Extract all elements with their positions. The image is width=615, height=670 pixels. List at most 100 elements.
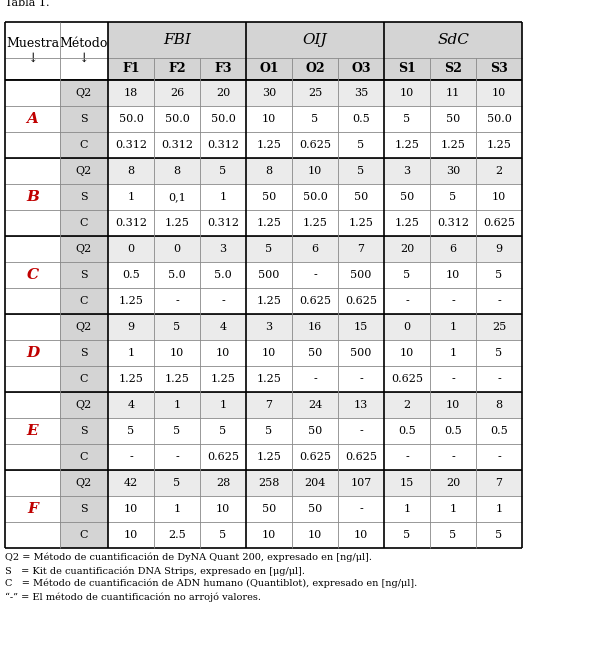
Bar [430, 236, 476, 262]
Text: 7: 7 [357, 244, 365, 254]
Bar [476, 158, 522, 184]
Bar [60, 22, 108, 80]
Bar [5, 418, 60, 444]
Text: 13: 13 [354, 400, 368, 410]
Text: 10: 10 [400, 88, 414, 98]
Bar [60, 496, 108, 522]
Bar [200, 132, 246, 158]
Text: 5: 5 [127, 426, 135, 436]
Bar [154, 470, 200, 496]
Text: 50: 50 [400, 192, 414, 202]
Text: 2: 2 [496, 166, 502, 176]
Text: 1.25: 1.25 [349, 218, 373, 228]
Bar [5, 132, 60, 158]
Bar [338, 496, 384, 522]
Bar [338, 80, 384, 106]
Text: 1.25: 1.25 [440, 140, 466, 150]
Text: 10: 10 [262, 114, 276, 124]
Text: 24: 24 [308, 400, 322, 410]
Bar [200, 340, 246, 366]
Bar [5, 262, 60, 288]
Bar [154, 314, 200, 340]
Text: 0.625: 0.625 [345, 296, 377, 306]
Bar [200, 470, 246, 496]
Text: 6: 6 [311, 244, 319, 254]
Text: 10: 10 [262, 348, 276, 358]
Text: 5.0: 5.0 [168, 270, 186, 280]
Text: -: - [359, 504, 363, 514]
Text: 5: 5 [403, 270, 411, 280]
Bar [292, 496, 338, 522]
Bar [246, 340, 292, 366]
Bar [108, 340, 154, 366]
Bar [60, 106, 108, 132]
Text: 1: 1 [403, 504, 411, 514]
Text: -: - [359, 374, 363, 384]
Text: 10: 10 [354, 530, 368, 540]
Bar [108, 288, 154, 314]
Bar [476, 522, 522, 548]
Bar [154, 444, 200, 470]
Text: 0.312: 0.312 [207, 218, 239, 228]
Text: 26: 26 [170, 88, 184, 98]
Text: -: - [497, 452, 501, 462]
Bar [384, 58, 430, 80]
Text: 2.5: 2.5 [168, 530, 186, 540]
Bar [5, 314, 60, 340]
Text: 1: 1 [220, 192, 226, 202]
Text: S3: S3 [490, 62, 508, 76]
Text: 0.625: 0.625 [299, 452, 331, 462]
Text: 20: 20 [216, 88, 230, 98]
Bar [5, 80, 60, 106]
Bar [5, 288, 60, 314]
Text: 1.25: 1.25 [165, 218, 189, 228]
Bar [200, 444, 246, 470]
Bar [430, 158, 476, 184]
Bar [108, 262, 154, 288]
Bar [60, 470, 108, 496]
Bar [108, 392, 154, 418]
Bar [108, 58, 154, 80]
Bar [430, 210, 476, 236]
Text: 0.625: 0.625 [483, 218, 515, 228]
Text: 5: 5 [266, 244, 272, 254]
Text: “-” = El método de cuantificación no arrojó valores.: “-” = El método de cuantificación no arr… [5, 592, 261, 602]
Bar [292, 236, 338, 262]
Text: B: B [26, 190, 39, 204]
Bar [246, 444, 292, 470]
Bar [60, 444, 108, 470]
Text: 5: 5 [357, 140, 365, 150]
Text: 1: 1 [496, 504, 502, 514]
Text: Q2: Q2 [76, 166, 92, 176]
Bar [154, 58, 200, 80]
Bar [476, 470, 522, 496]
Bar [60, 418, 108, 444]
Text: 258: 258 [258, 478, 280, 488]
Bar [108, 106, 154, 132]
Bar [60, 236, 108, 262]
Bar [476, 80, 522, 106]
Bar [154, 522, 200, 548]
Bar [338, 314, 384, 340]
Bar [476, 210, 522, 236]
Bar [338, 158, 384, 184]
Text: 5: 5 [173, 322, 181, 332]
Text: 42: 42 [124, 478, 138, 488]
Text: C: C [80, 218, 88, 228]
Bar [154, 80, 200, 106]
Text: 1.25: 1.25 [395, 218, 419, 228]
Bar [476, 58, 522, 80]
Text: 10: 10 [216, 348, 230, 358]
Bar [246, 58, 292, 80]
Text: 1.25: 1.25 [256, 296, 282, 306]
Text: 3: 3 [266, 322, 272, 332]
Bar [60, 210, 108, 236]
Bar [430, 340, 476, 366]
Text: 1.25: 1.25 [256, 140, 282, 150]
Text: 20: 20 [446, 478, 460, 488]
Text: 7: 7 [266, 400, 272, 410]
Bar [60, 340, 108, 366]
Bar [384, 496, 430, 522]
Bar [384, 106, 430, 132]
Text: C: C [26, 268, 39, 282]
